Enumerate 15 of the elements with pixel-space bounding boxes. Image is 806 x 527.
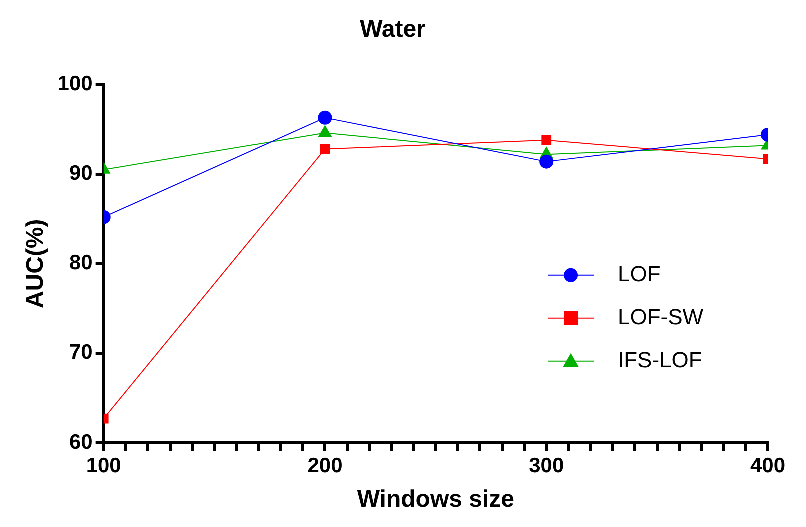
y-tick-label: 80 (69, 252, 93, 275)
chart-title: Water (360, 16, 426, 44)
x-tick-label: 200 (308, 454, 343, 478)
y-tick-label: 100 (58, 72, 93, 96)
x-axis-title: Windows size (357, 486, 514, 514)
x-tick-label: 300 (529, 454, 564, 478)
y-tick-label: 60 (69, 430, 93, 454)
x-tick-label: 100 (86, 454, 122, 478)
legend-label: LOF (618, 261, 661, 286)
y-tick-label: 70 (69, 341, 93, 364)
y-tick-label: 90 (69, 162, 93, 186)
x-tick-label: 400 (750, 454, 786, 478)
y-axis-title: AUC(%) (22, 219, 50, 309)
legend-label: IFS-LOF (618, 347, 702, 372)
legend-label: LOF-SW (618, 304, 704, 330)
